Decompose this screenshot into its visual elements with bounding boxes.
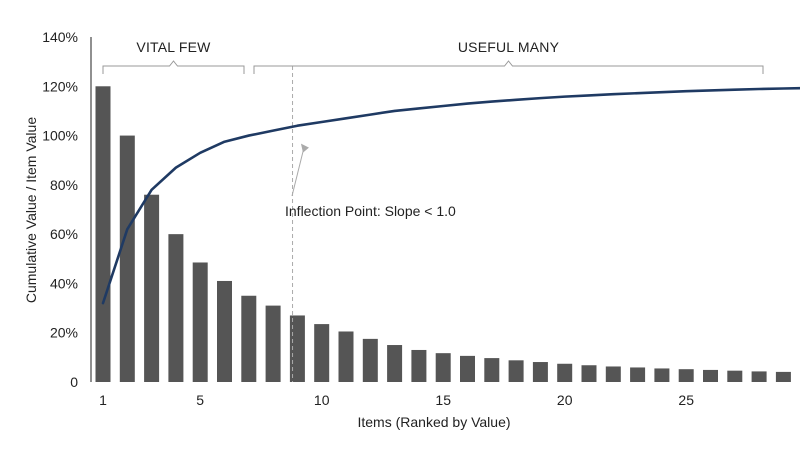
x-axis-title: Items (Ranked by Value): [357, 414, 510, 430]
x-tick-label: 1: [99, 392, 107, 408]
bar: [193, 262, 208, 382]
annotation-arrow-line: [292, 148, 304, 196]
bar: [654, 368, 669, 382]
annotation-arrowhead: [301, 144, 309, 153]
y-axis-title: Cumulative Value / Item Value: [23, 117, 39, 303]
bar: [460, 356, 475, 382]
y-tick-label: 100%: [42, 128, 78, 144]
bar: [484, 358, 499, 382]
x-tick-label: 25: [678, 392, 694, 408]
bar: [703, 370, 718, 382]
bar: [144, 195, 159, 382]
bar: [96, 86, 111, 382]
x-tick-label: 10: [314, 392, 330, 408]
bar: [557, 364, 572, 382]
group-layer: VITAL FEW USEFUL MANY: [103, 39, 763, 74]
bar: [314, 324, 329, 382]
bar: [582, 365, 597, 382]
y-tick-label: 60%: [50, 226, 78, 242]
x-tick-label: 15: [435, 392, 451, 408]
group-label: VITAL FEW: [136, 39, 211, 55]
group-label: USEFUL MANY: [458, 39, 560, 55]
bar: [752, 371, 767, 382]
bars-layer: [96, 86, 800, 382]
bar: [509, 360, 524, 382]
bar: [727, 371, 742, 382]
x-tick-labels: 15101520253035: [99, 392, 800, 408]
annotation-layer: Inflection Point: Slope < 1.0: [285, 144, 456, 219]
bar: [387, 345, 402, 382]
bar: [630, 367, 645, 382]
bar: [363, 339, 378, 382]
bar: [241, 296, 256, 382]
bar: [411, 350, 426, 382]
bar: [120, 136, 135, 382]
bar: [436, 353, 451, 382]
x-tick-label: 20: [557, 392, 573, 408]
y-tick-label: 40%: [50, 275, 78, 291]
y-tick-label: 140%: [42, 29, 78, 45]
bar: [339, 331, 354, 382]
x-tick-label: 5: [196, 392, 204, 408]
y-tick-label: 120%: [42, 78, 78, 94]
bar: [533, 362, 548, 382]
y-tick-label: 80%: [50, 177, 78, 193]
y-tick-label: 0: [70, 374, 78, 390]
bar: [266, 306, 281, 382]
group-bracket: [254, 61, 763, 74]
bar: [606, 366, 621, 382]
bar: [776, 372, 791, 382]
y-tick-labels: 0 20% 40% 60% 80% 100% 120% 140%: [42, 29, 78, 390]
bar: [679, 369, 694, 382]
bar: [168, 234, 183, 382]
group-bracket: [103, 61, 244, 74]
y-tick-label: 20%: [50, 325, 78, 341]
bar: [217, 281, 232, 382]
annotation-label: Inflection Point: Slope < 1.0: [285, 203, 456, 219]
